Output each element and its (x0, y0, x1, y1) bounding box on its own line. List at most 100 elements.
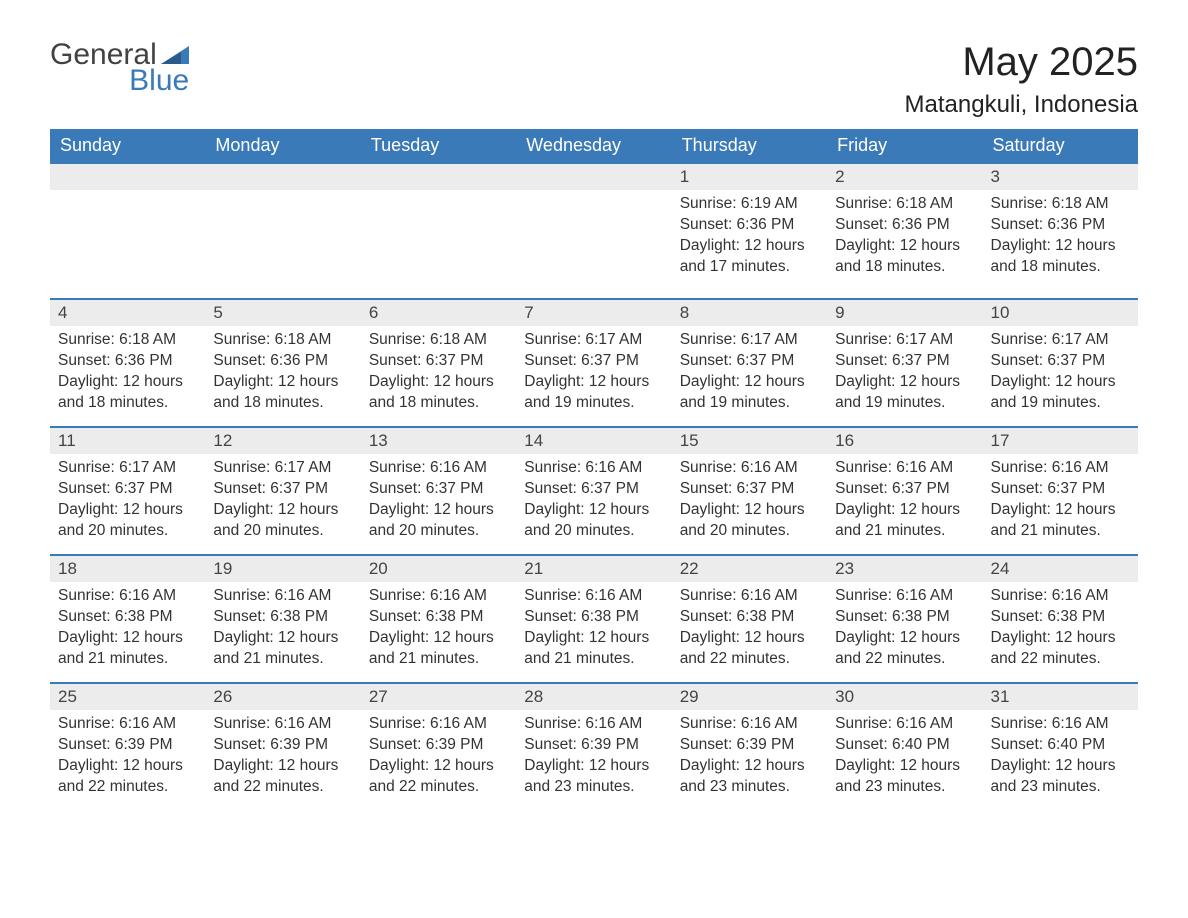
daylight-line: Daylight: 12 hours and 21 minutes. (58, 628, 197, 670)
calendar-day-cell: 31Sunrise: 6:16 AMSunset: 6:40 PMDayligh… (983, 682, 1138, 810)
title-block: May 2025 Matangkuli, Indonesia (905, 40, 1138, 119)
day-details: Sunrise: 6:17 AMSunset: 6:37 PMDaylight:… (205, 454, 360, 550)
sunrise-line: Sunrise: 6:16 AM (835, 714, 974, 735)
day-details: Sunrise: 6:16 AMSunset: 6:40 PMDaylight:… (983, 710, 1138, 806)
sunset-line: Sunset: 6:37 PM (680, 479, 819, 500)
day-number: 9 (827, 298, 982, 326)
calendar-day-cell (50, 162, 205, 298)
day-details: Sunrise: 6:16 AMSunset: 6:39 PMDaylight:… (361, 710, 516, 806)
sunrise-line: Sunrise: 6:19 AM (680, 194, 819, 215)
daylight-line: Daylight: 12 hours and 19 minutes. (991, 372, 1130, 414)
day-details: Sunrise: 6:16 AMSunset: 6:38 PMDaylight:… (205, 582, 360, 678)
day-number: 4 (50, 298, 205, 326)
daylight-line: Daylight: 12 hours and 23 minutes. (835, 756, 974, 798)
sunrise-line: Sunrise: 6:18 AM (991, 194, 1130, 215)
sunset-line: Sunset: 6:36 PM (835, 215, 974, 236)
sunrise-line: Sunrise: 6:16 AM (213, 586, 352, 607)
calendar-day-cell: 26Sunrise: 6:16 AMSunset: 6:39 PMDayligh… (205, 682, 360, 810)
calendar-week-row: 25Sunrise: 6:16 AMSunset: 6:39 PMDayligh… (50, 682, 1138, 810)
day-number: 22 (672, 554, 827, 582)
sunset-line: Sunset: 6:37 PM (369, 479, 508, 500)
calendar-day-cell: 4Sunrise: 6:18 AMSunset: 6:36 PMDaylight… (50, 298, 205, 426)
daylight-line: Daylight: 12 hours and 20 minutes. (369, 500, 508, 542)
sunrise-line: Sunrise: 6:16 AM (58, 586, 197, 607)
day-number: 21 (516, 554, 671, 582)
day-details: Sunrise: 6:16 AMSunset: 6:37 PMDaylight:… (516, 454, 671, 550)
sunrise-line: Sunrise: 6:16 AM (680, 458, 819, 479)
day-number: 29 (672, 682, 827, 710)
day-number: 24 (983, 554, 1138, 582)
daylight-line: Daylight: 12 hours and 22 minutes. (213, 756, 352, 798)
day-details: Sunrise: 6:18 AMSunset: 6:36 PMDaylight:… (50, 326, 205, 422)
calendar-week-row: 11Sunrise: 6:17 AMSunset: 6:37 PMDayligh… (50, 426, 1138, 554)
calendar-day-cell: 29Sunrise: 6:16 AMSunset: 6:39 PMDayligh… (672, 682, 827, 810)
sunset-line: Sunset: 6:37 PM (213, 479, 352, 500)
calendar-day-cell: 8Sunrise: 6:17 AMSunset: 6:37 PMDaylight… (672, 298, 827, 426)
sunrise-line: Sunrise: 6:16 AM (369, 458, 508, 479)
day-details: Sunrise: 6:16 AMSunset: 6:37 PMDaylight:… (361, 454, 516, 550)
day-details: Sunrise: 6:17 AMSunset: 6:37 PMDaylight:… (516, 326, 671, 422)
daylight-line: Daylight: 12 hours and 21 minutes. (835, 500, 974, 542)
day-details: Sunrise: 6:16 AMSunset: 6:39 PMDaylight:… (516, 710, 671, 806)
sunset-line: Sunset: 6:36 PM (213, 351, 352, 372)
day-number: 1 (672, 162, 827, 190)
calendar-day-cell (205, 162, 360, 298)
sunset-line: Sunset: 6:39 PM (58, 735, 197, 756)
sunrise-line: Sunrise: 6:17 AM (680, 330, 819, 351)
location-label: Matangkuli, Indonesia (905, 91, 1138, 119)
day-details: Sunrise: 6:16 AMSunset: 6:37 PMDaylight:… (827, 454, 982, 550)
sunrise-line: Sunrise: 6:16 AM (524, 586, 663, 607)
day-details: Sunrise: 6:16 AMSunset: 6:38 PMDaylight:… (672, 582, 827, 678)
sunset-line: Sunset: 6:40 PM (835, 735, 974, 756)
day-details: Sunrise: 6:16 AMSunset: 6:38 PMDaylight:… (50, 582, 205, 678)
day-number: 6 (361, 298, 516, 326)
logo: General Blue (50, 40, 189, 96)
sunrise-line: Sunrise: 6:16 AM (369, 714, 508, 735)
day-number: 16 (827, 426, 982, 454)
sunset-line: Sunset: 6:37 PM (991, 351, 1130, 372)
sunrise-line: Sunrise: 6:16 AM (991, 586, 1130, 607)
calendar-day-cell: 14Sunrise: 6:16 AMSunset: 6:37 PMDayligh… (516, 426, 671, 554)
calendar-day-cell (361, 162, 516, 298)
day-details: Sunrise: 6:16 AMSunset: 6:37 PMDaylight:… (672, 454, 827, 550)
sunset-line: Sunset: 6:36 PM (680, 215, 819, 236)
day-number: 3 (983, 162, 1138, 190)
day-number: 11 (50, 426, 205, 454)
sunset-line: Sunset: 6:40 PM (991, 735, 1130, 756)
day-number: 15 (672, 426, 827, 454)
logo-flag-icon (161, 42, 189, 64)
calendar-week-row: 4Sunrise: 6:18 AMSunset: 6:36 PMDaylight… (50, 298, 1138, 426)
calendar-table: SundayMondayTuesdayWednesdayThursdayFrid… (50, 129, 1138, 810)
day-details: Sunrise: 6:16 AMSunset: 6:39 PMDaylight:… (205, 710, 360, 806)
calendar-day-cell: 23Sunrise: 6:16 AMSunset: 6:38 PMDayligh… (827, 554, 982, 682)
empty-day-bar (205, 162, 360, 190)
day-details: Sunrise: 6:16 AMSunset: 6:38 PMDaylight:… (983, 582, 1138, 678)
sunrise-line: Sunrise: 6:16 AM (835, 586, 974, 607)
page-header: General Blue May 2025 Matangkuli, Indone… (50, 40, 1138, 119)
day-number: 17 (983, 426, 1138, 454)
daylight-line: Daylight: 12 hours and 19 minutes. (680, 372, 819, 414)
day-number: 8 (672, 298, 827, 326)
calendar-body: 1Sunrise: 6:19 AMSunset: 6:36 PMDaylight… (50, 162, 1138, 810)
month-title: May 2025 (905, 40, 1138, 85)
sunrise-line: Sunrise: 6:17 AM (991, 330, 1130, 351)
day-number: 2 (827, 162, 982, 190)
day-details: Sunrise: 6:17 AMSunset: 6:37 PMDaylight:… (983, 326, 1138, 422)
daylight-line: Daylight: 12 hours and 18 minutes. (991, 236, 1130, 278)
weekday-header: Tuesday (361, 129, 516, 162)
sunrise-line: Sunrise: 6:16 AM (213, 714, 352, 735)
calendar-day-cell: 2Sunrise: 6:18 AMSunset: 6:36 PMDaylight… (827, 162, 982, 298)
sunset-line: Sunset: 6:37 PM (835, 479, 974, 500)
daylight-line: Daylight: 12 hours and 22 minutes. (835, 628, 974, 670)
sunset-line: Sunset: 6:38 PM (680, 607, 819, 628)
calendar-day-cell: 13Sunrise: 6:16 AMSunset: 6:37 PMDayligh… (361, 426, 516, 554)
day-details: Sunrise: 6:17 AMSunset: 6:37 PMDaylight:… (50, 454, 205, 550)
day-details: Sunrise: 6:18 AMSunset: 6:36 PMDaylight:… (983, 190, 1138, 286)
calendar-day-cell: 16Sunrise: 6:16 AMSunset: 6:37 PMDayligh… (827, 426, 982, 554)
daylight-line: Daylight: 12 hours and 20 minutes. (680, 500, 819, 542)
calendar-day-cell: 25Sunrise: 6:16 AMSunset: 6:39 PMDayligh… (50, 682, 205, 810)
calendar-day-cell: 6Sunrise: 6:18 AMSunset: 6:37 PMDaylight… (361, 298, 516, 426)
day-number: 20 (361, 554, 516, 582)
sunset-line: Sunset: 6:39 PM (213, 735, 352, 756)
daylight-line: Daylight: 12 hours and 20 minutes. (213, 500, 352, 542)
